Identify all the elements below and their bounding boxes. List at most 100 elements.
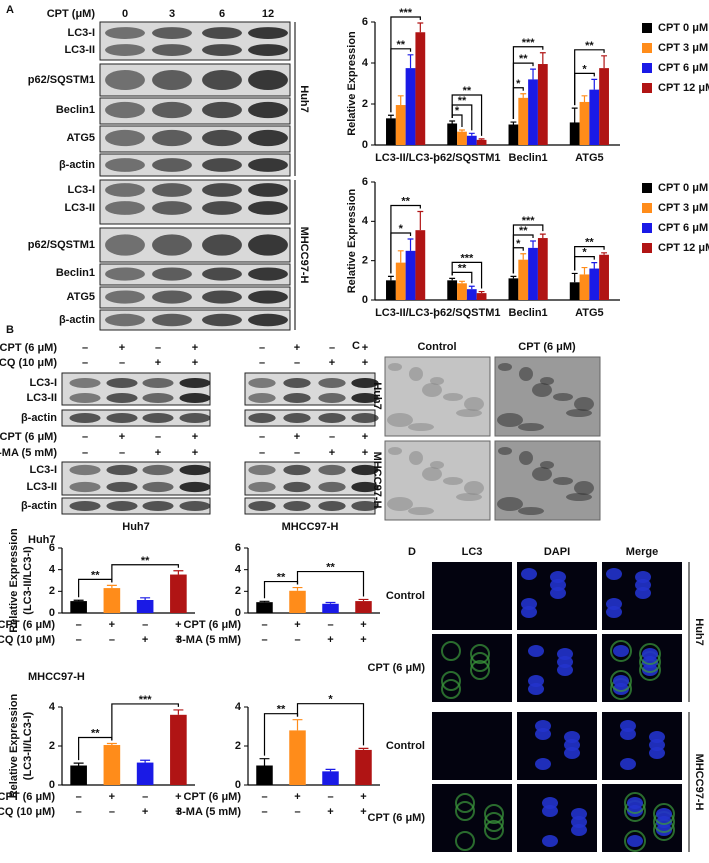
significance-bracket bbox=[111, 564, 179, 583]
band bbox=[152, 290, 192, 304]
sign: + bbox=[362, 342, 368, 354]
treatment-label: CPT (6 μM) bbox=[0, 431, 57, 443]
puncta bbox=[455, 801, 475, 821]
texture bbox=[518, 507, 544, 515]
significance-label: *** bbox=[460, 252, 474, 264]
sign: + bbox=[362, 357, 368, 369]
x-tick-label: Beclin1 bbox=[509, 307, 548, 319]
sign: + bbox=[175, 806, 181, 818]
band bbox=[248, 393, 276, 403]
band bbox=[142, 501, 174, 511]
protein-label: LC3-I bbox=[68, 27, 96, 39]
texture bbox=[497, 413, 523, 427]
band bbox=[105, 183, 145, 197]
nucleus bbox=[564, 731, 580, 743]
band bbox=[318, 378, 346, 388]
cell-line-label: MHCC97-H bbox=[282, 521, 339, 533]
sign: + bbox=[329, 447, 335, 459]
protein-label: β-actin bbox=[59, 159, 95, 171]
blot bbox=[99, 286, 291, 309]
significance-bracket bbox=[574, 49, 605, 106]
texture bbox=[464, 397, 484, 411]
significance-label: * bbox=[455, 105, 460, 117]
significance-label: *** bbox=[522, 37, 536, 49]
legend-swatch bbox=[642, 243, 652, 253]
nucleus bbox=[535, 720, 551, 732]
sign: + bbox=[294, 619, 300, 631]
significance-label: ** bbox=[519, 225, 528, 237]
bar bbox=[103, 745, 121, 785]
bar bbox=[599, 254, 609, 300]
legend-swatch bbox=[642, 83, 652, 93]
band bbox=[179, 481, 211, 493]
significance-label: ** bbox=[91, 727, 100, 739]
row-label: Huh7 bbox=[371, 382, 383, 410]
error-bar bbox=[407, 54, 414, 69]
legend-label: CPT 3 μM bbox=[658, 42, 708, 54]
significance-label: * bbox=[582, 247, 587, 259]
y-tick-label: 0 bbox=[235, 779, 241, 791]
error-bar bbox=[173, 570, 184, 575]
sign: – bbox=[76, 634, 82, 646]
dose-label: 12 bbox=[262, 8, 274, 20]
error-bar bbox=[468, 132, 475, 136]
sign: – bbox=[109, 806, 115, 818]
error-bar bbox=[417, 22, 424, 33]
nucleus bbox=[571, 808, 587, 820]
sign: + bbox=[155, 357, 161, 369]
row-label: Control bbox=[386, 740, 425, 752]
bar bbox=[457, 131, 467, 145]
significance-label: ** bbox=[91, 569, 100, 581]
significance-bracket bbox=[451, 261, 483, 289]
sign: – bbox=[327, 619, 333, 631]
band bbox=[105, 27, 145, 39]
error-bar bbox=[73, 599, 84, 602]
error-bar bbox=[173, 709, 184, 715]
bar bbox=[415, 230, 426, 300]
texture bbox=[566, 409, 592, 417]
sign: + bbox=[294, 791, 300, 803]
band bbox=[248, 70, 288, 90]
protein-label: LC3-II bbox=[26, 392, 57, 404]
blot bbox=[99, 309, 291, 331]
texture bbox=[519, 367, 533, 381]
sign: + bbox=[119, 431, 125, 443]
significance-label: ** bbox=[141, 555, 150, 567]
y-tick-label: 6 bbox=[49, 542, 55, 554]
legend-label: CPT 12 μM bbox=[658, 82, 709, 94]
puncta bbox=[441, 679, 461, 699]
error-bar bbox=[106, 584, 117, 589]
error-bar bbox=[581, 266, 588, 275]
y-tick-label: 4 bbox=[235, 564, 242, 576]
band bbox=[202, 183, 242, 197]
bar bbox=[405, 68, 416, 145]
sign: + bbox=[360, 791, 366, 803]
fluorescence-image bbox=[602, 712, 682, 780]
band bbox=[106, 378, 138, 388]
band bbox=[351, 481, 379, 493]
bar bbox=[170, 574, 187, 613]
significance-label: ** bbox=[277, 704, 286, 716]
bar bbox=[103, 588, 121, 613]
band bbox=[351, 393, 379, 403]
y-tick-label: 0 bbox=[235, 607, 241, 619]
error-bar bbox=[292, 586, 303, 591]
error-bar bbox=[601, 252, 608, 255]
protein-label: LC3-II bbox=[64, 202, 95, 214]
error-bar bbox=[397, 250, 404, 263]
protein-label: Beclin1 bbox=[56, 267, 95, 279]
error-bar bbox=[387, 275, 394, 281]
legend-swatch bbox=[642, 43, 652, 53]
error-bar bbox=[387, 114, 394, 119]
significance-bracket bbox=[390, 16, 421, 113]
error-bar bbox=[510, 275, 517, 279]
bar bbox=[528, 79, 538, 145]
bar bbox=[457, 283, 467, 300]
band bbox=[318, 501, 346, 511]
legend-swatch bbox=[642, 23, 652, 33]
texture bbox=[540, 377, 554, 385]
band bbox=[318, 393, 346, 403]
protein-label: LC3-II bbox=[26, 481, 57, 493]
band bbox=[142, 481, 174, 493]
band bbox=[106, 464, 138, 476]
